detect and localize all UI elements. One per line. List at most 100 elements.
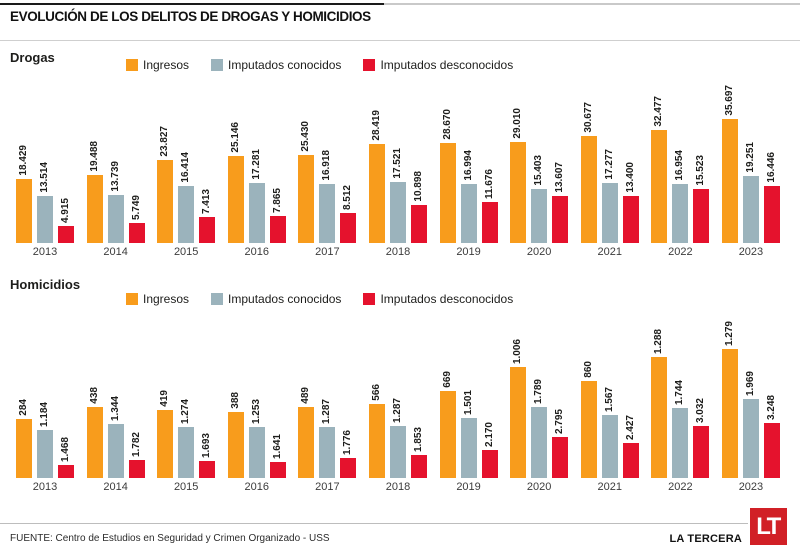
bar-column: 13.514 bbox=[37, 68, 53, 243]
year-label: 2015 bbox=[173, 246, 199, 258]
bar-column: 11.676 bbox=[481, 68, 498, 243]
bar-group: 489 1.287 1.776 2017 bbox=[298, 303, 357, 493]
bar-desconocidos bbox=[410, 205, 427, 243]
bar-desconocidos bbox=[128, 223, 145, 243]
bar-value-label: 419 bbox=[159, 390, 171, 407]
bar-value-label: 669 bbox=[441, 371, 453, 388]
bar-value-label: 10.898 bbox=[412, 171, 424, 202]
bar-column: 1.776 bbox=[340, 303, 357, 478]
bar-conocidos bbox=[319, 184, 336, 243]
bar-value-label: 15.403 bbox=[533, 155, 545, 186]
bar-desconocidos bbox=[340, 458, 357, 478]
bar-column: 1.789 bbox=[531, 303, 548, 478]
year-label: 2022 bbox=[668, 246, 693, 258]
bar-column: 1.969 bbox=[742, 303, 759, 478]
bar-column: 1.184 bbox=[37, 303, 53, 478]
bar-value-label: 17.277 bbox=[603, 149, 615, 180]
bar-ingresos bbox=[721, 349, 738, 478]
bar-conocidos bbox=[389, 182, 406, 243]
bar-column: 7.413 bbox=[199, 68, 216, 243]
page-title: EVOLUCIÓN DE LOS DELITOS DE DROGAS Y HOM… bbox=[10, 9, 371, 24]
bar-conocidos bbox=[672, 408, 689, 478]
section-title-drogas: Drogas bbox=[10, 50, 55, 65]
bar-column: 16.446 bbox=[763, 68, 780, 243]
year-label: 2023 bbox=[738, 246, 764, 258]
bar-value-label: 18.429 bbox=[18, 145, 29, 176]
bar-column: 1.288 bbox=[651, 303, 668, 478]
legend-swatch-desconocidos-icon bbox=[363, 59, 376, 71]
bar-column: 1.344 bbox=[107, 303, 124, 478]
bar-conocidos bbox=[672, 184, 689, 243]
year-label: 2023 bbox=[738, 481, 764, 493]
bar-value-label: 1.693 bbox=[201, 432, 213, 458]
bar-value-label: 30.677 bbox=[582, 102, 594, 133]
year-label: 2016 bbox=[244, 246, 270, 258]
bar-value-label: 32.477 bbox=[653, 96, 665, 127]
chart-drogas: 18.429 13.514 4.915 2013 19.488 13.739 5.749 20… bbox=[0, 68, 800, 258]
bar-group: 18.429 13.514 4.915 2013 bbox=[16, 68, 74, 258]
bar-conocidos bbox=[248, 427, 265, 478]
bar-ingresos bbox=[227, 412, 244, 478]
bar-value-label: 438 bbox=[88, 387, 100, 404]
bar-value-label: 3.032 bbox=[695, 397, 707, 423]
bar-conocidos bbox=[107, 195, 124, 243]
bar-column: 16.994 bbox=[460, 68, 477, 243]
bar-group: 35.697 19.251 16.446 2023 bbox=[721, 68, 780, 258]
bar-value-label: 35.697 bbox=[723, 85, 735, 116]
bar-group: 860 1.567 2.427 2021 bbox=[580, 303, 639, 493]
bar-desconocidos bbox=[58, 465, 74, 478]
bar-value-label: 19.488 bbox=[88, 141, 100, 172]
bar-conocidos bbox=[601, 415, 618, 478]
year-label: 2021 bbox=[597, 481, 622, 493]
source-credit: FUENTE: Centro de Estudios en Seguridad … bbox=[10, 533, 330, 544]
bar-desconocidos bbox=[410, 455, 427, 478]
bar-group: 25.146 17.281 7.865 2016 bbox=[227, 68, 286, 258]
legend-swatch-ingresos-icon bbox=[126, 59, 138, 71]
bar-group: 29.010 15.403 13.607 2020 bbox=[510, 68, 569, 258]
bar-column: 2.170 bbox=[481, 303, 498, 478]
bar-group: 28.419 17.521 10.898 2018 bbox=[368, 68, 427, 258]
bar-value-label: 860 bbox=[582, 361, 594, 378]
bar-column: 1.782 bbox=[128, 303, 145, 478]
bar-column: 1.287 bbox=[319, 303, 336, 478]
footer-divider bbox=[0, 523, 748, 524]
bar-ingresos bbox=[721, 119, 738, 243]
year-label: 2020 bbox=[526, 481, 552, 493]
bar-desconocidos bbox=[58, 226, 74, 243]
bar-value-label: 1.744 bbox=[674, 379, 686, 405]
bar-column: 30.677 bbox=[580, 68, 597, 243]
year-label: 2015 bbox=[173, 481, 199, 493]
bar-group: 32.477 16.954 15.523 2022 bbox=[651, 68, 710, 258]
year-label: 2021 bbox=[597, 246, 622, 258]
year-label: 2018 bbox=[385, 481, 411, 493]
bar-value-label: 19.251 bbox=[744, 142, 756, 173]
bar-ingresos bbox=[16, 419, 32, 478]
bar-value-label: 1.184 bbox=[39, 401, 50, 427]
bar-ingresos bbox=[580, 136, 597, 243]
bar-desconocidos bbox=[199, 217, 216, 243]
bar-value-label: 2.170 bbox=[483, 421, 495, 447]
bar-ingresos bbox=[157, 410, 174, 478]
bar-value-label: 16.994 bbox=[462, 150, 474, 181]
bar-group: 23.827 16.414 7.413 2015 bbox=[157, 68, 216, 258]
bar-ingresos bbox=[510, 367, 527, 478]
bar-value-label: 13.514 bbox=[39, 162, 50, 193]
bar-conocidos bbox=[531, 189, 548, 243]
bar-column: 16.414 bbox=[178, 68, 195, 243]
bar-column: 2.795 bbox=[552, 303, 569, 478]
bar-desconocidos bbox=[763, 186, 780, 243]
year-label: 2013 bbox=[32, 246, 58, 258]
legend-item-ingresos: Ingresos bbox=[126, 58, 189, 72]
bar-column: 1.006 bbox=[510, 303, 527, 478]
legend-swatch-ingresos-icon bbox=[126, 293, 138, 305]
bar-value-label: 16.954 bbox=[674, 150, 686, 181]
bar-value-label: 1.641 bbox=[271, 433, 283, 459]
bar-conocidos bbox=[531, 407, 548, 478]
bar-column: 860 bbox=[580, 303, 597, 478]
bar-value-label: 1.006 bbox=[512, 338, 524, 364]
bar-group: 438 1.344 1.782 2014 bbox=[86, 303, 145, 493]
year-label: 2018 bbox=[385, 246, 411, 258]
bar-conocidos bbox=[742, 176, 759, 243]
bar-value-label: 2.795 bbox=[554, 408, 566, 434]
